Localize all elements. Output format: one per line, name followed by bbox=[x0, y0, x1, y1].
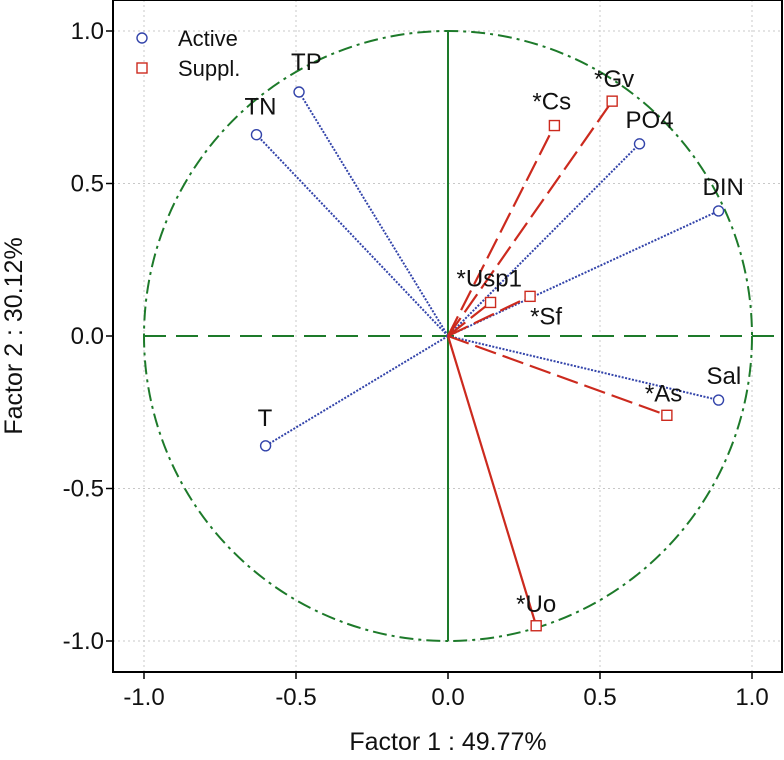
label-star-as: *As bbox=[645, 380, 682, 407]
vector-star-cs bbox=[447, 125, 556, 337]
y-tick-label: -1.0 bbox=[63, 628, 104, 655]
marker-star-usp1 bbox=[484, 296, 497, 309]
marker-star-cs bbox=[548, 119, 561, 132]
x-tick-label: 1.0 bbox=[735, 684, 768, 711]
label-layer: TP TN T PO4 DIN Sal *Gv *Cs *Usp1 *Sf *As *Uo bbox=[244, 49, 743, 618]
y-tick-label: 1.0 bbox=[71, 18, 104, 45]
label-star-uo: *Uo bbox=[516, 591, 556, 618]
marker-star-uo bbox=[530, 620, 542, 632]
legend-label-active: Active bbox=[178, 26, 238, 51]
marker-t bbox=[259, 440, 272, 452]
vector-star-as bbox=[447, 334, 668, 417]
label-tn: TN bbox=[244, 94, 276, 121]
vector-star-usp1 bbox=[447, 301, 492, 337]
label-tp: TP bbox=[291, 49, 322, 76]
label-star-cs: *Cs bbox=[532, 89, 571, 116]
y-tick-label: 0.5 bbox=[71, 171, 104, 198]
vector-tp bbox=[298, 91, 449, 337]
marker-tn bbox=[250, 128, 263, 141]
marker-din bbox=[712, 205, 725, 217]
vector-star-gv bbox=[447, 100, 614, 337]
label-t: T bbox=[258, 405, 273, 432]
vector-layer bbox=[255, 91, 719, 627]
marker-star-as bbox=[661, 409, 673, 421]
label-sal: Sal bbox=[707, 363, 742, 390]
axis-layer: -1.0 -0.5 0.0 0.5 1.0 -1.0 -0.5 0.0 0.5 1.0 bbox=[63, 18, 769, 711]
x-tick-label: -0.5 bbox=[275, 684, 316, 711]
label-star-sf: *Sf bbox=[530, 303, 562, 330]
marker-star-sf bbox=[524, 290, 536, 303]
legend: Active Suppl. bbox=[136, 26, 240, 81]
legend-marker-active bbox=[136, 32, 148, 44]
legend-marker-suppl bbox=[136, 62, 148, 74]
legend-label-suppl: Suppl. bbox=[178, 56, 240, 81]
marker-sal bbox=[712, 394, 725, 406]
y-tick-label: 0.0 bbox=[71, 323, 104, 350]
y-axis-title: Factor 2 : 30.12% bbox=[0, 237, 28, 434]
vector-tn bbox=[255, 134, 449, 337]
x-tick-label: -1.0 bbox=[123, 684, 164, 711]
label-din: DIN bbox=[703, 174, 744, 201]
marker-star-gv bbox=[606, 95, 618, 107]
x-tick-label: 0.0 bbox=[431, 684, 464, 711]
label-star-usp1: *Usp1 bbox=[457, 265, 522, 292]
vector-sal bbox=[447, 335, 719, 402]
marker-layer bbox=[250, 86, 725, 632]
x-axis-title: Factor 1 : 49.77% bbox=[349, 728, 546, 755]
label-star-gv: *Gv bbox=[594, 66, 634, 93]
marker-tp bbox=[293, 86, 305, 98]
marker-po4 bbox=[633, 138, 646, 150]
vector-star-sf bbox=[447, 295, 531, 337]
label-po4: PO4 bbox=[626, 107, 674, 134]
y-tick-label: -0.5 bbox=[63, 476, 104, 503]
vector-t bbox=[265, 335, 449, 447]
vector-star-uo bbox=[446, 335, 538, 627]
x-tick-label: 0.5 bbox=[583, 684, 616, 711]
